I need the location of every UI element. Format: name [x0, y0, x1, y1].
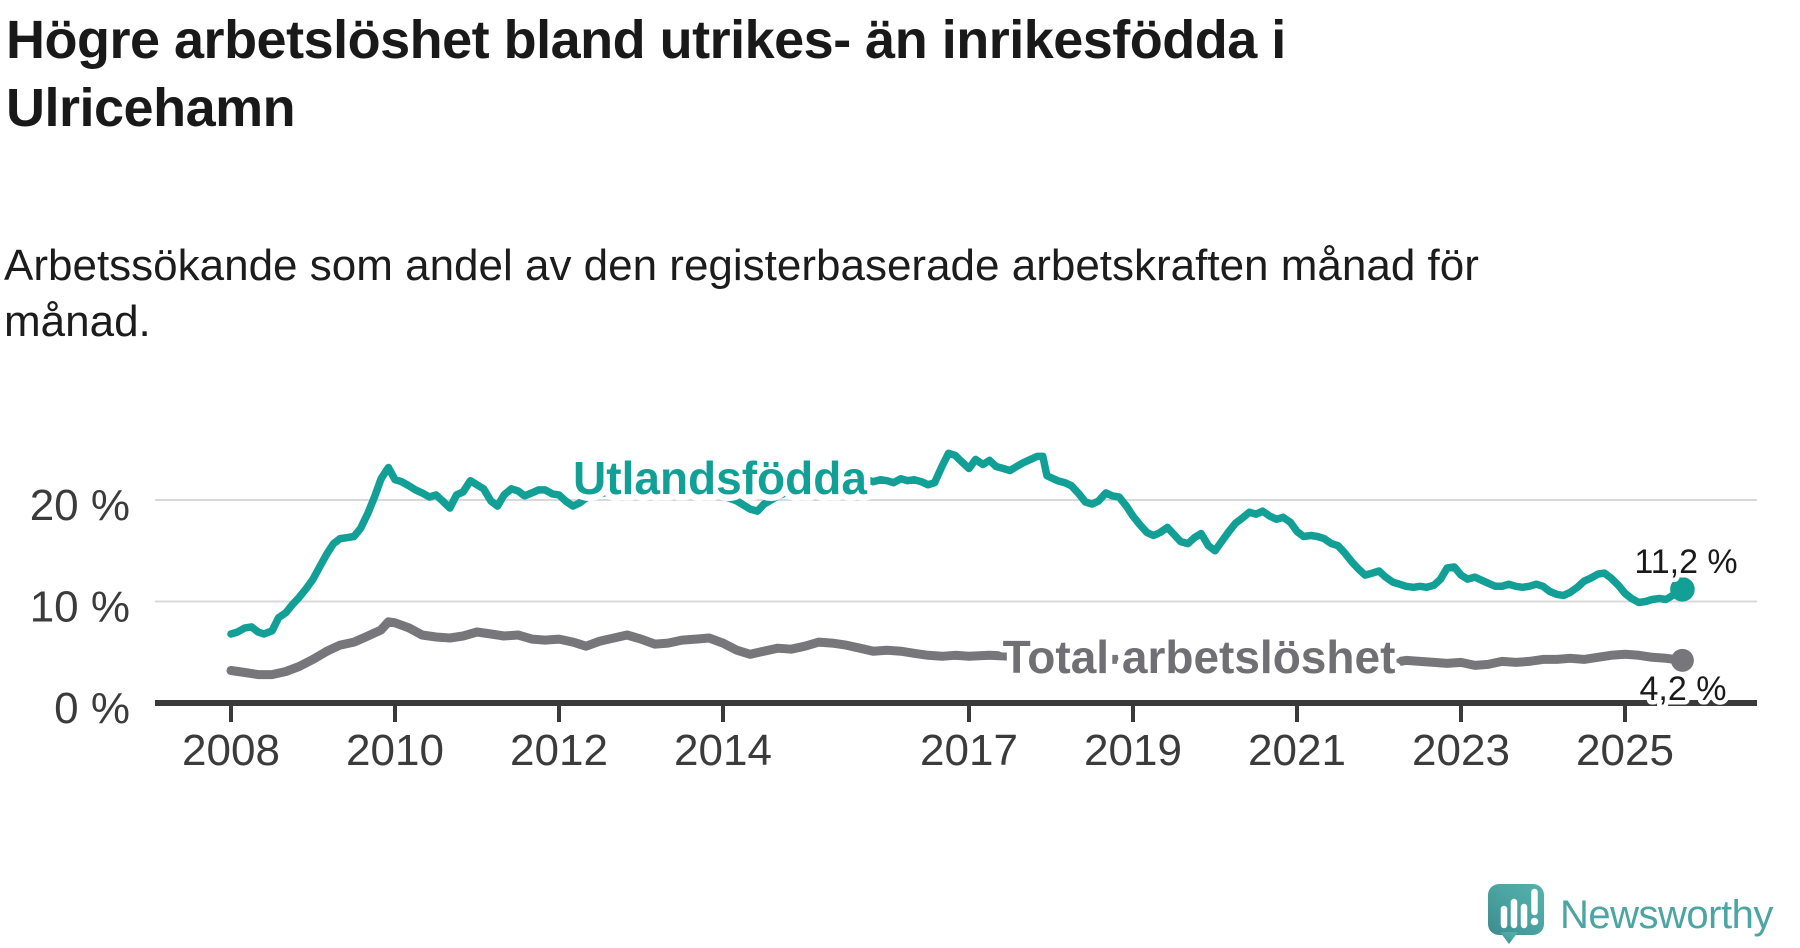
x-axis-tick-label: 2014 [674, 726, 772, 775]
series-line-foreign-born [227, 449, 1687, 638]
x-axis-tick-label: 2010 [346, 726, 444, 775]
x-axis-tick-label: 2023 [1412, 726, 1510, 775]
page-title-line-1: Högre arbetslöshet bland utrikes- än inr… [6, 10, 1286, 70]
chart-subtitle: Arbetssökande som andel av den registerb… [4, 238, 1604, 350]
newsworthy-logo-icon [1488, 884, 1544, 944]
series-label-total: Total arbetslöshet [1003, 631, 1396, 683]
end-value-label-foreign-born: 11,2 % [1634, 543, 1737, 581]
chart-subtitle-line-1: Arbetssökande som andel av den registerb… [4, 241, 1479, 290]
x-axis-tick-label: 2019 [1084, 726, 1182, 775]
series-end-dot-total [1670, 648, 1694, 672]
series-label-foreign-born: Utlandsfödda [573, 452, 867, 504]
y-axis-tick-label: 0 % [54, 684, 130, 733]
series-end-dot-foreign-born [1670, 577, 1695, 602]
x-axis-tick-label: 2025 [1576, 726, 1674, 775]
newsworthy-logo-text: Newsworthy [1560, 893, 1773, 937]
page-title: Högre arbetslöshet bland utrikes- än inr… [6, 6, 1606, 142]
logo-bubble-tail [1500, 932, 1518, 944]
x-axis-tick-label: 2021 [1248, 726, 1346, 775]
y-axis-tick-label: 10 % [30, 583, 130, 632]
x-axis-tick-label: 2008 [182, 726, 280, 775]
end-value-label-total: 4,2 % [1640, 670, 1727, 708]
newsworthy-logo: Newsworthy [1488, 884, 1773, 946]
logo-exclamation-dot [1530, 917, 1539, 926]
series-line-total [226, 617, 1687, 680]
page-title-line-2: Ulricehamn [6, 78, 296, 138]
x-axis-tick-label: 2017 [920, 726, 1018, 775]
y-axis-tick-label: 20 % [30, 481, 130, 530]
x-axis-tick-label: 2012 [510, 726, 608, 775]
chart-subtitle-line-2: månad. [4, 297, 151, 346]
